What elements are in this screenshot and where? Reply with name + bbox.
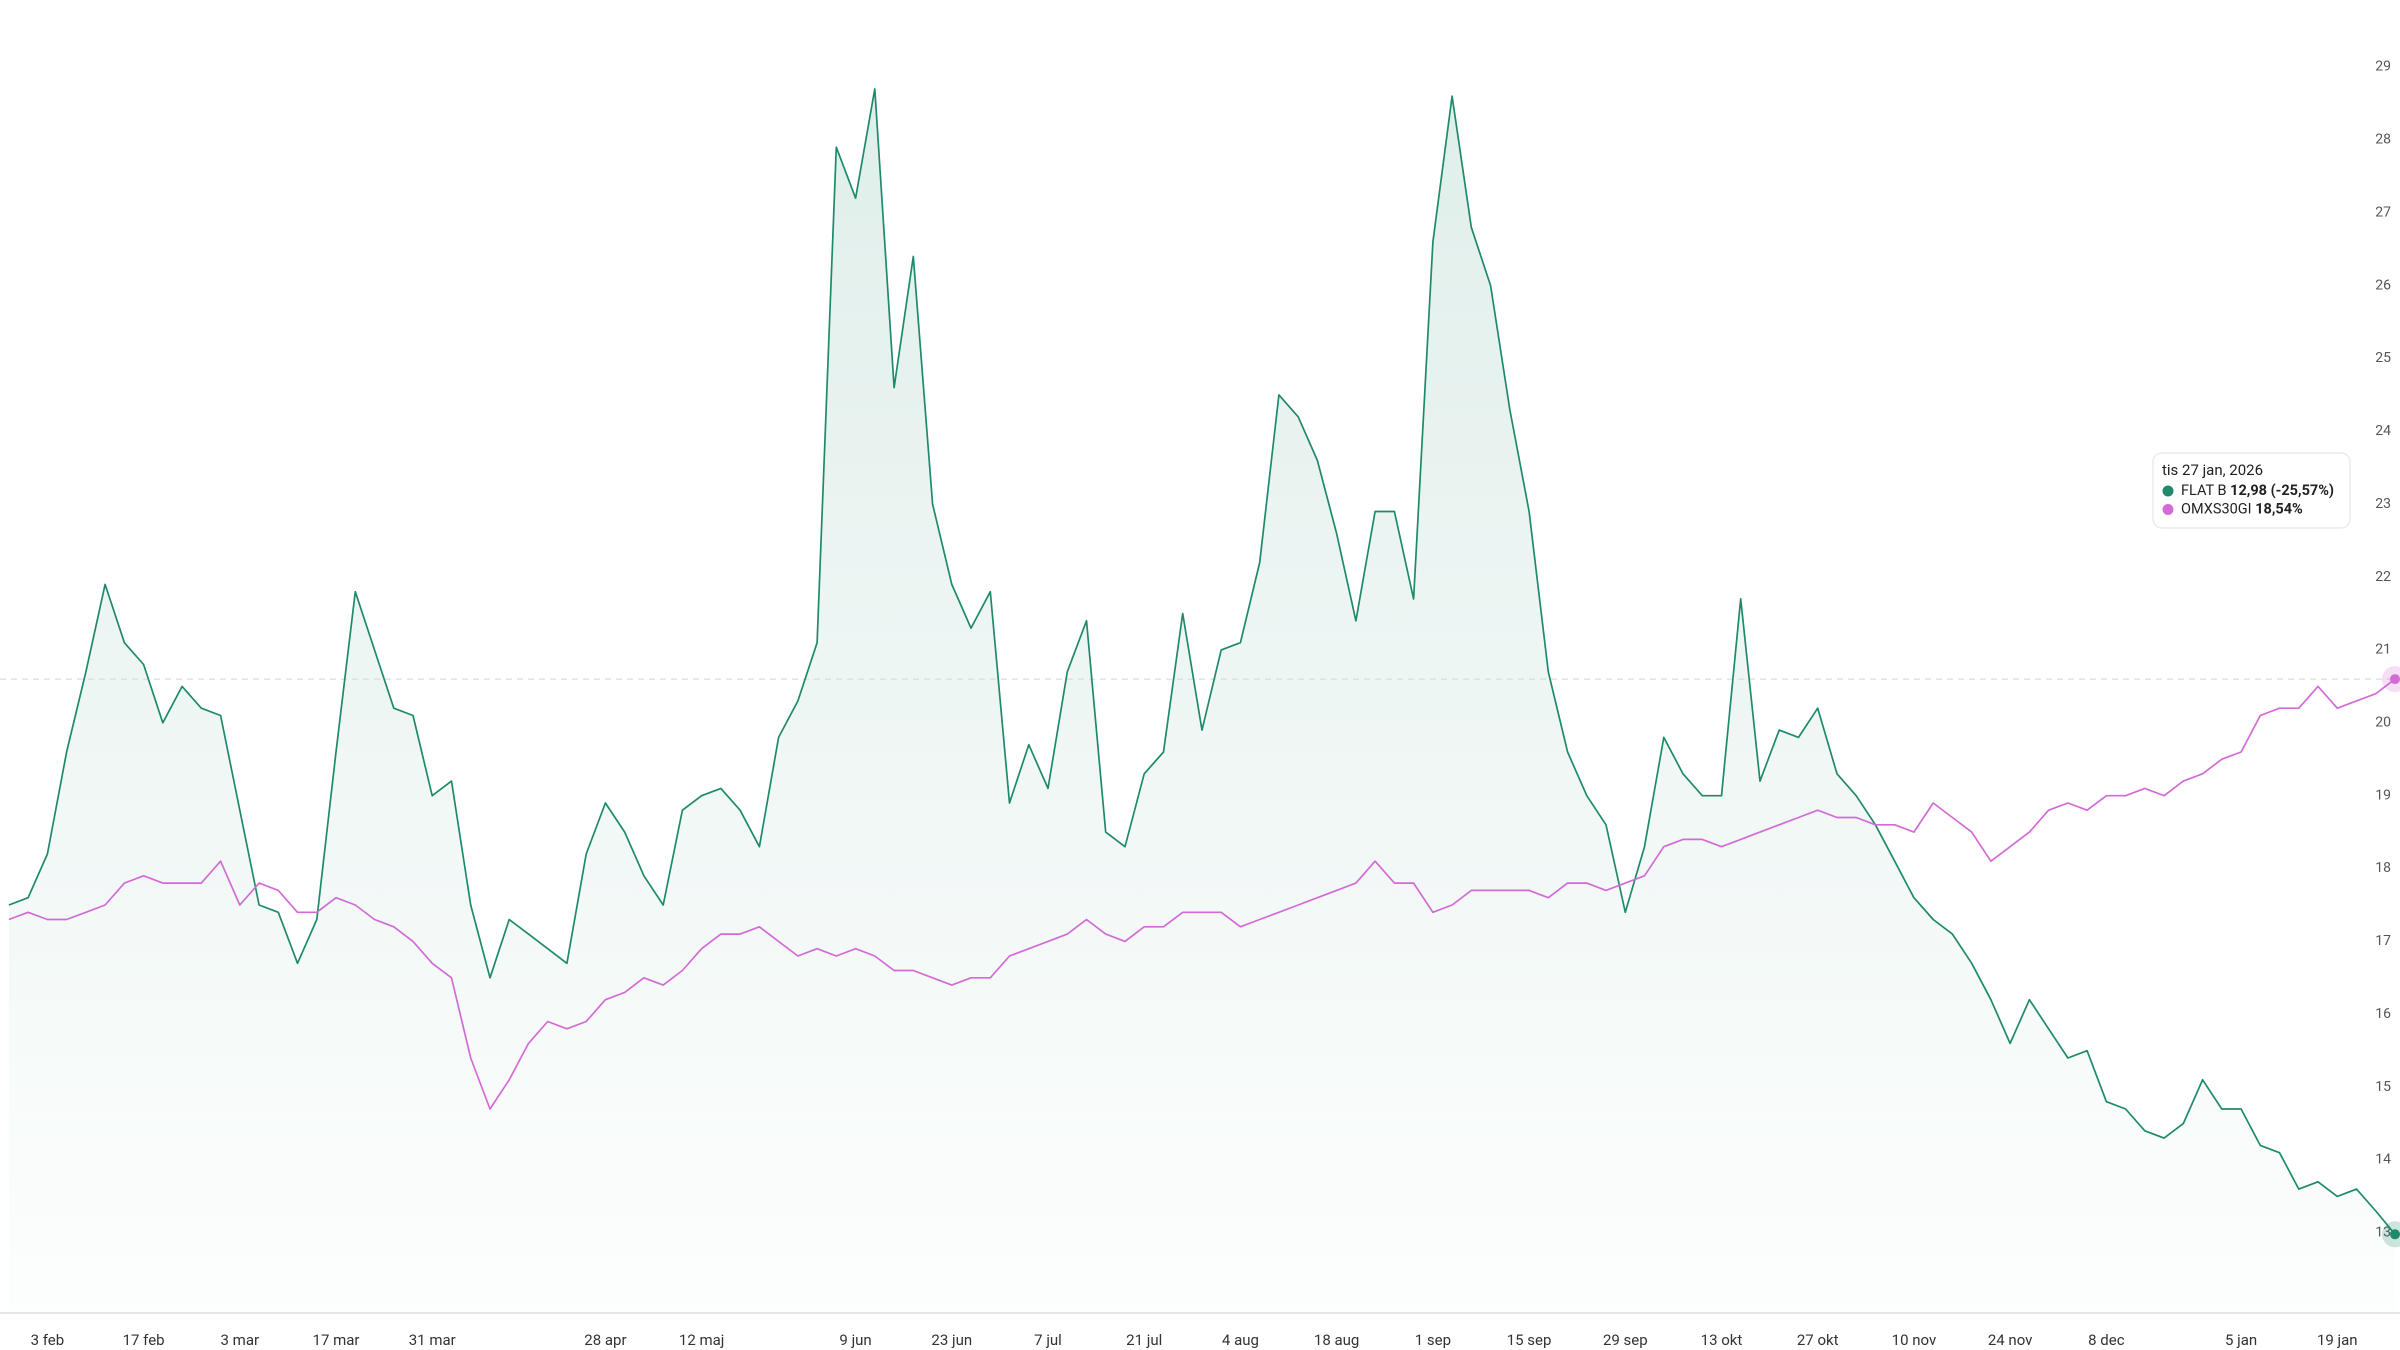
x-tick-label: 3 feb xyxy=(31,1331,65,1349)
tooltip-value: 18,54% xyxy=(2255,500,2303,517)
tooltip-box xyxy=(2152,452,2351,529)
y-tick-label: 29 xyxy=(2375,59,2391,75)
y-tick-label: 21 xyxy=(2375,642,2391,658)
line xyxy=(8,88,2396,1235)
x-tick-label: 19 jan xyxy=(2317,1331,2358,1349)
tooltip-row: OMXS30GI 18,54% xyxy=(2181,500,2303,517)
x-tick-label: 18 aug xyxy=(1314,1331,1359,1349)
x-tick-label: 1 sep xyxy=(1415,1331,1451,1349)
tooltip-row: FLAT B 12,98 (-25,57%) xyxy=(2181,482,2334,499)
y-tick-label: 17 xyxy=(2375,933,2391,949)
x-tick-label: 9 jun xyxy=(839,1331,871,1349)
x-tick-label: 29 sep xyxy=(1603,1331,1648,1349)
y-tick-label: 18 xyxy=(2375,860,2391,876)
end-marker xyxy=(2390,1229,2400,1240)
y-tick-label: 26 xyxy=(2375,277,2391,293)
area xyxy=(8,88,2396,1313)
x-tick-label: 15 sep xyxy=(1507,1331,1552,1349)
x-tick-label: 10 nov xyxy=(1892,1331,1937,1349)
y-tick-label: 22 xyxy=(2375,569,2391,585)
y-tick-label: 27 xyxy=(2375,204,2391,220)
legend-dot xyxy=(2162,485,2174,497)
tooltip: tis 27 jan, 2026 FLAT B 12,98 (-25,57%)OM… xyxy=(2152,452,2351,529)
x-tick-label: 17 feb xyxy=(123,1331,165,1349)
line xyxy=(8,678,2396,1110)
y-tick-label: 14 xyxy=(2375,1152,2391,1168)
x-tick-label: 8 dec xyxy=(2088,1331,2125,1349)
y-tick-label: 15 xyxy=(2375,1079,2391,1095)
tooltip-title: tis 27 jan, 2026 xyxy=(2162,461,2263,479)
x-tick-label: 24 nov xyxy=(1988,1331,2033,1349)
y-tick-label: 16 xyxy=(2375,1006,2391,1022)
tooltip-value: 12,98 (-25,57%) xyxy=(2230,482,2334,499)
x-tick-label: 7 jul xyxy=(1034,1331,1062,1349)
legend-dot xyxy=(2162,504,2174,515)
x-tick-label: 31 mar xyxy=(409,1331,456,1349)
x-tick-label: 4 aug xyxy=(1222,1331,1259,1349)
x-tick-label: 3 mar xyxy=(221,1331,260,1349)
legend-label: FLAT B xyxy=(2181,482,2227,499)
x-tick-label: 5 jan xyxy=(2225,1331,2257,1349)
x-tick-label: 27 okt xyxy=(1797,1331,1839,1349)
x-tick-label: 21 jul xyxy=(1126,1331,1162,1349)
y-tick-label: 24 xyxy=(2375,423,2391,439)
x-tick-label: 12 maj xyxy=(679,1331,724,1349)
x-tick-label: 17 mar xyxy=(313,1331,360,1349)
y-tick-label: 28 xyxy=(2375,132,2391,148)
y-tick-label: 23 xyxy=(2375,496,2391,512)
y-tick-label: 19 xyxy=(2375,787,2391,803)
legend-label: OMXS30GI xyxy=(2181,500,2252,517)
x-tick-label: 23 jun xyxy=(931,1331,972,1349)
x-tick-label: 13 okt xyxy=(1701,1331,1743,1349)
x-tick-label: 28 apr xyxy=(584,1331,626,1349)
y-tick-label: 20 xyxy=(2375,715,2391,731)
end-marker xyxy=(2390,674,2400,685)
y-tick-label: 25 xyxy=(2375,350,2391,366)
